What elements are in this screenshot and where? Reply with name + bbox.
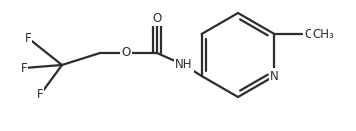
Text: N: N	[270, 70, 279, 83]
Text: NH: NH	[175, 59, 193, 72]
Text: O: O	[152, 12, 162, 24]
Text: O: O	[121, 47, 131, 59]
Text: O: O	[304, 28, 314, 40]
Text: CH₃: CH₃	[312, 28, 334, 40]
Text: F: F	[37, 89, 43, 102]
Text: F: F	[25, 31, 31, 45]
Text: F: F	[21, 61, 27, 75]
